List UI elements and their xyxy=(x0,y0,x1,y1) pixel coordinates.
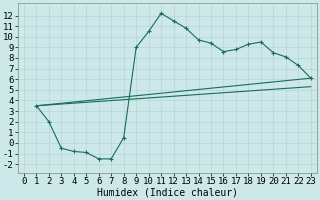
X-axis label: Humidex (Indice chaleur): Humidex (Indice chaleur) xyxy=(97,187,238,197)
